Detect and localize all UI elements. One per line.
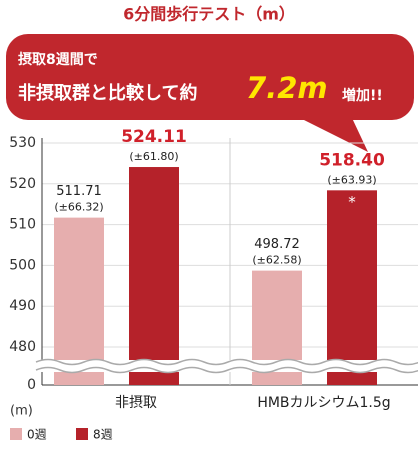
axis-break (35, 358, 418, 374)
error-label: (±66.32) (54, 201, 103, 214)
error-label: (±61.80) (129, 150, 178, 163)
value-label: 511.71 (56, 184, 102, 199)
y-tick-label: 520 (9, 176, 36, 192)
value-label: 498.72 (254, 237, 300, 252)
error-label: (±62.58) (252, 254, 301, 267)
x-tick-label: HMBカルシウム1.5g (257, 395, 390, 411)
legend-label: 0週 (27, 428, 47, 442)
callout: 摂取8週間で 非摂取群と比較して約 7.2m 増加!! (6, 34, 414, 152)
legend-swatch (10, 428, 22, 440)
callout-line: 摂取8週間で (18, 51, 98, 68)
break-line (35, 366, 418, 374)
callout-line: 増加!! (342, 87, 383, 104)
bar (129, 167, 179, 385)
callout-bubble (6, 34, 414, 120)
y-tick-label: 510 (9, 217, 36, 233)
y-tick-label: 490 (9, 298, 36, 314)
bar (327, 190, 377, 385)
y-tick-label: 500 (9, 257, 36, 273)
value-label: 524.11 (121, 127, 187, 147)
error-label: (±63.93) (327, 173, 376, 186)
legend-label: 8週 (93, 428, 113, 442)
value-label: 518.40 (319, 150, 385, 170)
x-tick-label: 非摂取 (115, 395, 157, 411)
callout-tail (300, 118, 368, 152)
significance-mark: * (348, 193, 356, 211)
legend-swatch (76, 428, 88, 440)
plot: 0 480 490 500 510 520 530 非摂取 511.71 (±66.32) 524.… (9, 127, 418, 411)
y-tick-label: 480 (9, 339, 36, 355)
y-axis-label: (m) (10, 404, 33, 419)
y-tick-label: 530 (9, 135, 36, 151)
y-tick-label: 0 (27, 377, 36, 393)
break-line (35, 358, 418, 366)
callout-line: 非摂取群と比較して約 (18, 82, 197, 104)
chart-title: 6分間歩行テスト（m） (123, 5, 295, 24)
bar (54, 217, 104, 385)
callout-highlight: 7.2m (246, 71, 328, 105)
